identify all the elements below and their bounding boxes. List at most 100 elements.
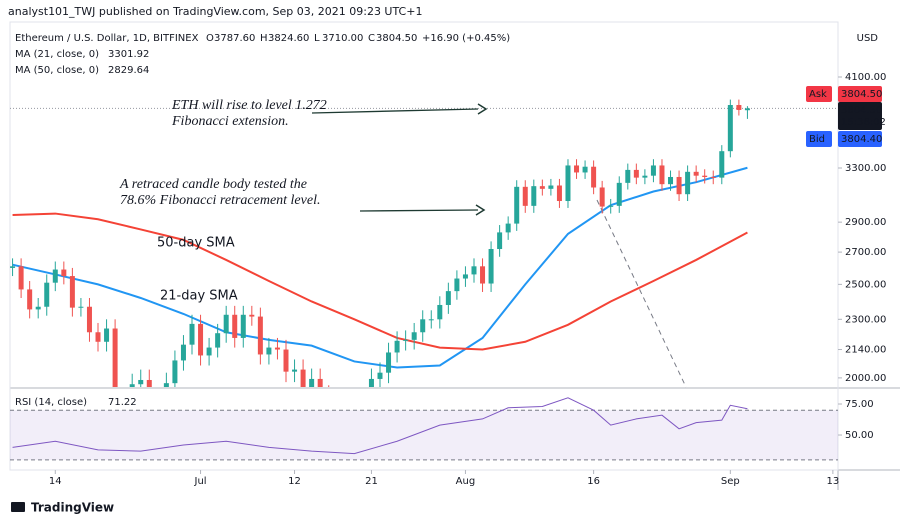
candle-body (685, 171, 691, 195)
y-tick-label: 3300.00 (845, 163, 886, 174)
candle-body (129, 384, 135, 387)
annotation: 50-day SMA (157, 236, 235, 251)
candle-body (608, 205, 614, 207)
candle-body (232, 314, 238, 338)
candle-body (61, 269, 67, 277)
candle-body (454, 278, 460, 292)
candle-body (411, 332, 417, 340)
ohlc-value: 3824.60 (268, 33, 309, 44)
change: +16.90 (+0.45%) (422, 33, 510, 44)
candle-body (180, 344, 186, 361)
x-tick-label: Jul (194, 476, 207, 487)
candle-body (591, 166, 597, 188)
candle-body (471, 266, 477, 275)
candle-body (274, 347, 280, 350)
ask-bg (838, 86, 882, 102)
bid-label-bg (806, 131, 832, 147)
annotation: Fibonacci extension. (171, 114, 289, 129)
legend-name: MA (21, close, 0) (15, 49, 99, 60)
candle-body (52, 269, 58, 283)
candle-body (659, 165, 665, 185)
candle-body (78, 306, 84, 308)
candle-body (616, 182, 622, 206)
rsi-band (10, 410, 838, 460)
candle-body (514, 186, 520, 224)
candle-body (104, 328, 110, 342)
annotation-arrows (311, 103, 488, 216)
candle-body (702, 175, 708, 177)
candle-body (215, 333, 221, 348)
candle-body (266, 347, 272, 355)
candle-body (95, 332, 101, 342)
publisher: analyst101_TWJ published on TradingView.… (8, 5, 422, 18)
candle-body (240, 314, 246, 338)
y-tick-label: 2900.00 (845, 217, 886, 228)
candle-body (138, 379, 144, 385)
candle-body (480, 266, 486, 284)
x-tick-label: 12 (288, 476, 301, 487)
x-tick-label: Aug (456, 476, 476, 487)
candle-body (198, 323, 204, 356)
rsi-name: RSI (14, close) (15, 397, 87, 408)
y-tick-label: 2140.00 (845, 345, 886, 356)
candle-body (539, 186, 545, 189)
candle-body (368, 378, 374, 387)
x-tick-label: 14 (49, 476, 62, 487)
candle-body (445, 291, 451, 305)
ohlc-value: 3804.50 (376, 33, 417, 44)
annotation: ETH will rise to level 1.272 (171, 98, 327, 113)
annotation: 21-day SMA (160, 289, 238, 304)
candle-body (377, 372, 383, 379)
candle-body (522, 186, 528, 206)
ohlc-value: 3787.60 (214, 33, 255, 44)
candle-body (565, 165, 571, 202)
candle-body (172, 360, 178, 384)
candle-body (497, 232, 503, 250)
candle-body (437, 304, 443, 320)
frame (9, 21, 839, 471)
y-tick-label: 2000.00 (845, 373, 886, 384)
candle-body (223, 314, 229, 334)
candle-body (146, 379, 152, 387)
x-tick-label: 16 (587, 476, 600, 487)
x-tick-label: 13 (827, 476, 840, 487)
annotation: A retraced candle body tested the (119, 177, 307, 192)
candle-body (668, 176, 674, 185)
currency: USD (857, 33, 879, 44)
ohlc-key: H (260, 33, 268, 44)
countdown-bg (838, 114, 882, 130)
ohlc-key: O (206, 33, 214, 44)
rsi-value: 71.22 (108, 397, 137, 408)
candle-body (112, 328, 118, 387)
rsi-tick-label: 75.00 (845, 399, 874, 410)
candle-body (163, 383, 169, 387)
candle-body (428, 319, 434, 321)
candle-body (206, 347, 212, 356)
y-tick-label: 4100.00 (845, 72, 886, 83)
candle-body (317, 378, 323, 387)
candle-body (27, 289, 33, 310)
y-tick-label: 2300.00 (845, 314, 886, 325)
symbol: Ethereum / U.S. Dollar, 1D, BITFINEX (15, 33, 199, 44)
candle-body (556, 185, 562, 202)
candle-body (548, 185, 554, 189)
countdown: 15:36:02 (841, 117, 886, 128)
bid-label: Bid (809, 134, 825, 145)
candle-body (531, 186, 537, 206)
candle-body (18, 266, 24, 290)
ohlc-value: 3710.00 (322, 33, 363, 44)
candle-body (582, 166, 588, 173)
candle-body (292, 369, 298, 372)
candle-body (300, 369, 306, 387)
candle-body (44, 282, 50, 307)
x-tick-label: Sep (721, 476, 740, 487)
ask: 3804.50 (841, 89, 882, 100)
legend-value: 2829.64 (108, 65, 149, 76)
ma-line (12, 212, 748, 351)
ohlc-key: L (314, 33, 320, 44)
candle-body (86, 306, 92, 333)
candle-body (403, 339, 409, 341)
candle-body (650, 165, 656, 176)
x-tick-label: 21 (365, 476, 378, 487)
